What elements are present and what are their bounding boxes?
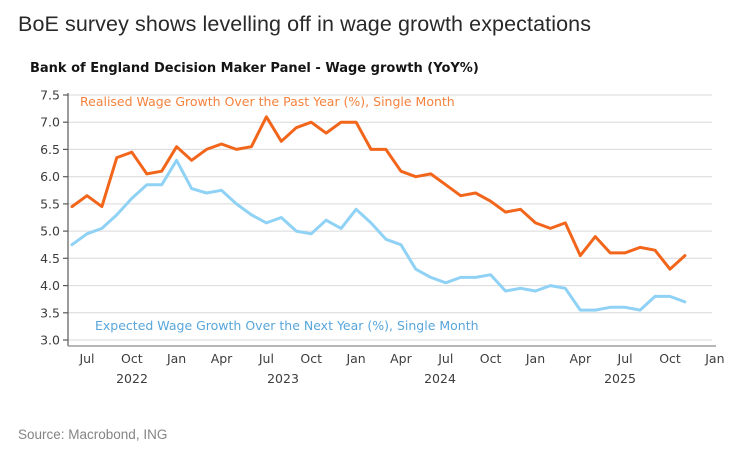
legend-realised-series: Realised Wage Growth Over the Past Year … <box>80 94 455 109</box>
x-tick-label: Oct <box>659 351 681 366</box>
x-tick-label: Jan <box>525 351 545 366</box>
y-tick-label: 6.0 <box>40 169 60 184</box>
x-tick-label: Jan <box>166 351 186 366</box>
x-tick-label: Oct <box>300 351 322 366</box>
year-label: 2024 <box>424 371 456 386</box>
legend-expected-series: Expected Wage Growth Over the Next Year … <box>95 318 479 333</box>
chart-title: Bank of England Decision Maker Panel - W… <box>30 61 479 76</box>
y-tick-label: 3.5 <box>40 305 60 320</box>
page-title: BoE survey shows levelling off in wage g… <box>18 12 592 36</box>
year-label: 2025 <box>604 371 636 386</box>
expected-wage-growth-line <box>70 158 687 312</box>
source-attribution: Source: Macrobond, ING <box>18 427 168 442</box>
x-tick-label: Oct <box>480 351 502 366</box>
y-tick-label: 4.0 <box>40 278 60 293</box>
x-tick-label: Oct <box>121 351 143 366</box>
y-tick-label: 7.0 <box>40 115 60 130</box>
x-tick-label: Apr <box>211 351 233 366</box>
x-tick-label: Jan <box>704 351 724 366</box>
y-tick-label: 4.5 <box>40 251 60 266</box>
y-tick-label: 6.5 <box>40 142 60 157</box>
x-tick-label: Jan <box>345 351 365 366</box>
x-tick-label: Jul <box>258 351 274 366</box>
x-tick-label: Apr <box>390 351 412 366</box>
y-tick-label: 5.5 <box>40 196 60 211</box>
y-tick-label: 7.5 <box>40 88 60 103</box>
realised-wage-growth-line <box>70 115 687 271</box>
wage-growth-line-chart: 7.5 7.0 6.5 6.0 5.5 5.0 4.5 4.0 3.5 3.0 Jul Oct Jan A… <box>40 88 724 387</box>
year-label: 2022 <box>116 371 148 386</box>
x-tick-label: Jul <box>78 351 94 366</box>
y-tick-label: 3.0 <box>40 333 60 348</box>
x-tick-label: Apr <box>569 351 591 366</box>
x-tick-label: Jul <box>437 351 453 366</box>
year-label: 2023 <box>267 371 299 386</box>
y-tick-label: 5.0 <box>40 224 60 239</box>
x-tick-label: Jul <box>617 351 633 366</box>
